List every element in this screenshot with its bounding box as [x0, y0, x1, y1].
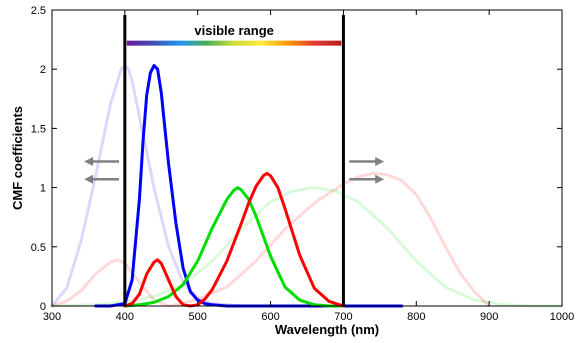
arrow-head: [375, 157, 385, 167]
y-tick-label-1: 1: [40, 183, 46, 195]
x-tick-label-600: 600: [261, 311, 279, 323]
annotation-layer: visible range: [84, 15, 385, 306]
series-line-5: [50, 186, 564, 308]
series-line-3: [123, 171, 345, 308]
shift-arrow-left-1: [84, 157, 120, 167]
visible-range-label: visible range: [194, 23, 273, 38]
x-tick-label-700: 700: [334, 311, 352, 323]
shift-arrow-right-4: [349, 174, 385, 184]
visible-range-bar: [126, 40, 342, 46]
plot-frame: [51, 9, 563, 307]
series-line-1: [94, 64, 404, 308]
y-tick-label-2: 2: [40, 64, 46, 76]
series-line-4: [50, 64, 345, 308]
shift-arrow-left-2: [84, 174, 120, 184]
y-tick-label-1.5: 1.5: [31, 123, 46, 135]
x-tick-label-800: 800: [407, 311, 425, 323]
y-tick-label-0.5: 0.5: [31, 242, 46, 254]
shift-arrow-right-3: [349, 157, 385, 167]
series-line-2: [123, 186, 345, 308]
x-tick-label-300: 300: [43, 311, 61, 323]
x-tick-label-1000: 1000: [550, 311, 574, 323]
arrow-head: [84, 157, 94, 167]
y-axis-label: CMF coefficients: [10, 106, 25, 210]
x-tick-label-900: 900: [480, 311, 498, 323]
x-tick-label-500: 500: [189, 311, 207, 323]
y-tick-label-0: 0: [40, 301, 46, 313]
series-layer: [50, 64, 564, 308]
arrow-head: [375, 174, 385, 184]
arrow-head: [84, 174, 94, 184]
x-tick-label-400: 400: [116, 311, 134, 323]
axes-layer: 300 400 500 600 700 800 900 1000 0 0.5 1 1.5 2 2.5: [31, 5, 575, 323]
series-line-6: [50, 171, 491, 308]
x-axis-label: Wavelength (nm): [275, 322, 379, 337]
y-tick-label-2.5: 2.5: [31, 5, 46, 17]
